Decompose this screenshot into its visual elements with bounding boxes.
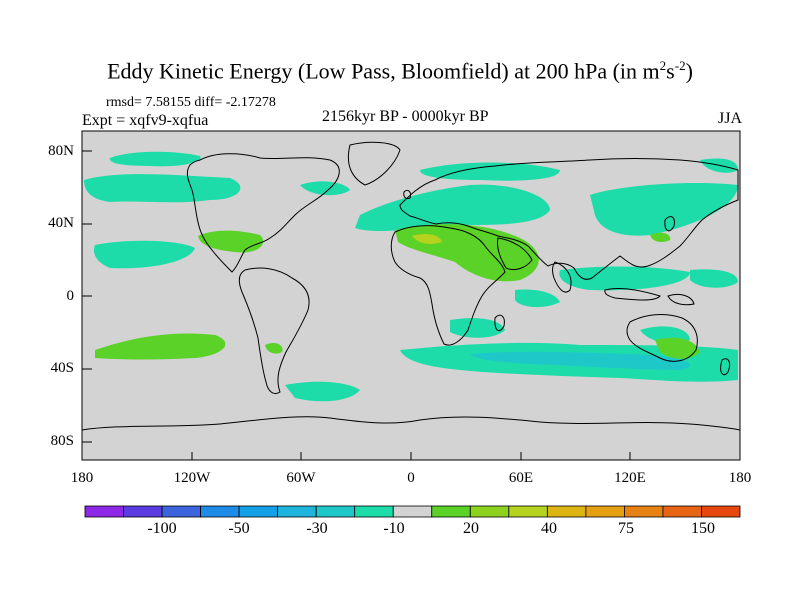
coastline-greenland [347,141,401,186]
anomaly-gulf-of-mexico [198,230,264,253]
coastline-australia [626,314,698,362]
lon-label-60w: 60W [286,470,316,486]
colorbar-swatch [624,505,664,518]
lat-label-80s: 80S [50,433,74,449]
coastline-new-zealand [720,358,731,376]
colorbar-label: -30 [306,520,328,537]
anomaly-west-pacific [690,269,738,288]
colorbar-swatch [123,505,163,518]
coastline-south-america [238,267,310,395]
anomaly-east-asia-green [650,232,671,243]
anomaly-north-america [300,181,350,196]
colorbar-swatch [200,505,240,518]
anomaly-north-pacific-high [109,151,201,167]
anomaly-east-asia [590,183,738,236]
anomaly-fields [84,151,738,402]
coastline-japan [664,216,675,232]
colorbar-swatch [469,505,510,518]
colorbar [84,505,741,518]
colorbar-swatch [508,505,548,518]
stats-label: rmsd= 7.58155 diff= -2.17278 [106,95,276,110]
coastline-new-guinea [667,293,695,306]
anomaly-south-atlantic [450,318,505,338]
coastline-indonesia [604,287,661,301]
coastlines [81,141,741,431]
anomaly-southern-ocean-core [470,351,690,370]
colorbar-swatch [392,505,433,518]
season-label: JJA [718,110,743,127]
anomaly-south-america-south [285,381,360,402]
lon-label-120w: 120W [173,470,211,486]
anomaly-siberia-high [420,162,560,181]
anomaly-north-atlantic [355,184,550,232]
colorbar-swatch [662,505,702,518]
anomaly-south-pacific [95,333,226,360]
anomaly-chile [265,342,283,354]
colorbar-swatch [161,505,201,518]
coastline-arabia [497,237,533,271]
colorbar-swatch [315,505,356,518]
lon-label-120e: 120E [614,470,646,486]
coastline-uk [403,189,411,200]
anomaly-tropical-atlantic [559,266,690,291]
period-label: 2156kyr BP - 0000kyr BP [322,108,489,125]
colorbar-swatch [585,505,625,518]
colorbar-label: 150 [691,520,715,537]
colorbar-swatch [238,505,279,518]
lon-label-60e: 60E [508,470,534,486]
colorbar-swatch [277,505,317,518]
lat-label-0: 0 [66,288,75,304]
anomaly-north-pacific [84,174,241,203]
lat-label-40n: 40N [48,215,74,231]
coastline-eurasia [399,158,739,280]
lon-label-180e: 180 [728,470,752,486]
coastline-north-america [186,153,340,273]
anomaly-east-pacific [93,240,195,269]
colorbar-label: -50 [228,520,250,537]
experiment-label: Expt = xqfv9-xqfua [82,112,209,129]
colorbar-label: 75 [618,520,634,537]
colorbar-label: 20 [463,520,479,537]
colorbar-swatch [701,505,741,518]
map-axes [81,150,741,460]
coastline-antarctica [81,416,741,431]
colorbar-label: -10 [383,520,405,537]
lat-label-80n: 80N [48,143,74,159]
colorbar-swatch [84,505,124,518]
colorbar-label: 40 [541,520,557,537]
lon-label-180w: 180 [70,470,94,486]
colorbar-label: -100 [147,520,177,537]
chart-title: Eddy Kinetic Energy (Low Pass, Bloomfiel… [107,58,693,84]
colorbar-swatch [546,505,587,518]
coastline-madagascar [494,314,505,332]
colorbar-swatch [354,505,394,518]
lon-label-0: 0 [407,470,415,486]
anomaly-indian-ocean [515,289,560,308]
coastline-africa [390,225,506,346]
lat-label-40s: 40S [50,360,74,376]
coastline-india [552,261,572,293]
anomaly-australia [655,337,700,359]
anomaly-sahara-core [412,234,442,244]
colorbar-swatch [431,505,471,518]
